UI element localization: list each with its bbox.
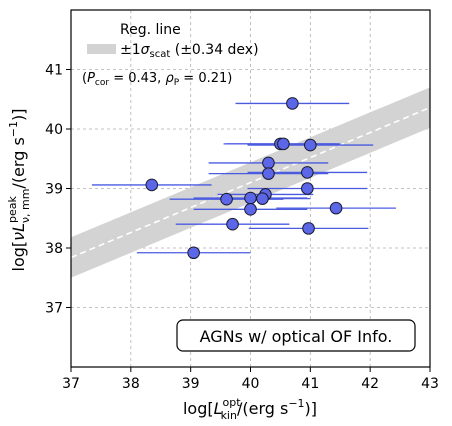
x-tick-label: 41 [301, 376, 319, 392]
data-point [220, 192, 233, 206]
data-point [301, 166, 314, 179]
data-point [244, 191, 257, 205]
x-tick-label: 37 [62, 376, 80, 392]
x-axis-label: log[Lopt kin/(erg s−1)] [183, 396, 317, 422]
y-tick-label: 40 [45, 122, 63, 138]
data-point [187, 246, 200, 260]
x-ticks: 37 38 39 40 41 42 43 [62, 367, 439, 392]
y-ticks: 37 38 39 40 41 [45, 63, 71, 317]
legend-line-label: Reg. line [120, 22, 181, 38]
legend-band-swatch [87, 44, 116, 54]
data-point [304, 138, 317, 152]
legend: Reg. line ±1σscat (±0.34 dex) [87, 22, 259, 60]
data-point [244, 203, 257, 216]
data-point [286, 97, 299, 110]
regression-line-group [71, 106, 430, 259]
x-tick-label: 42 [361, 376, 379, 392]
data-point [301, 182, 314, 195]
data-point [262, 167, 275, 180]
legend-band-label: ±1σscat (±0.34 dex) [120, 42, 259, 60]
data-point [262, 156, 275, 170]
data-point [277, 137, 290, 151]
x-tick-label: 39 [182, 376, 200, 392]
data-points [145, 97, 343, 260]
x-tick-label: 40 [242, 376, 260, 392]
data-point [145, 178, 159, 192]
y-tick-label: 41 [45, 63, 63, 79]
sample-label-text: AGNs w/ optical OF Info. [200, 327, 393, 346]
x-tick-label: 43 [421, 376, 439, 392]
data-point [329, 201, 343, 215]
y-tick-label: 39 [45, 182, 63, 198]
data-point [256, 192, 269, 205]
y-axis-label: log[νLpeakν, mm/(erg s−1)] [6, 108, 32, 271]
x-tick-label: 38 [122, 376, 140, 392]
data-point [226, 217, 239, 231]
data-point [302, 222, 315, 235]
sample-label-box: AGNs w/ optical OF Info. [176, 319, 416, 352]
correlation-annotation: (Pcor = 0.43, ρP = 0.21) [82, 71, 232, 88]
y-tick-label: 38 [45, 241, 63, 257]
regression-line [71, 106, 430, 259]
y-tick-label: 37 [45, 301, 63, 317]
